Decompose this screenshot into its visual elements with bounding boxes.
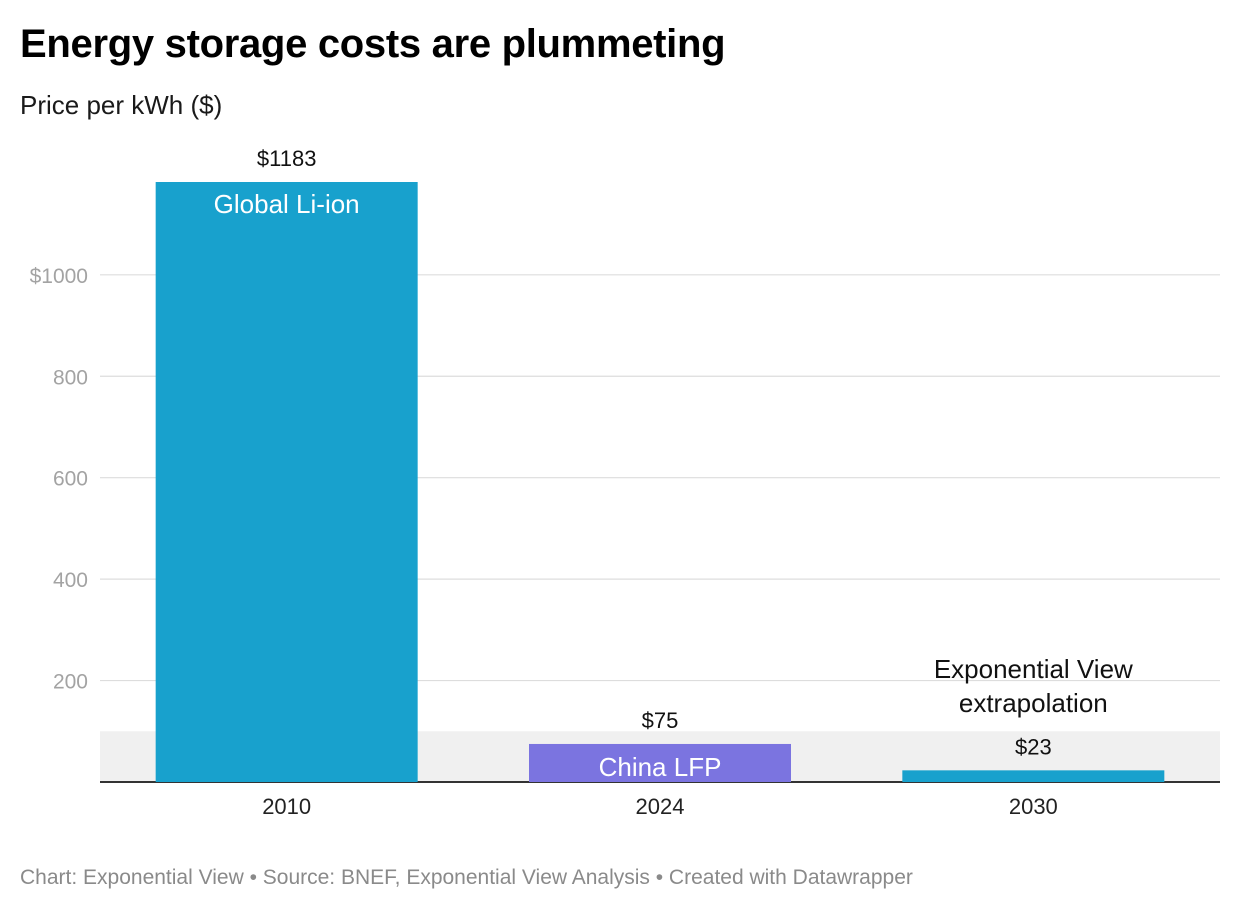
y-tick-label: 800 <box>53 366 88 389</box>
bar-series-label: China LFP <box>599 752 722 782</box>
bar <box>155 182 418 782</box>
bar-series-label: Global Li-ion <box>214 189 360 219</box>
annotation-text: Exponential View <box>934 654 1133 684</box>
bar <box>902 770 1165 782</box>
y-tick-label: 200 <box>53 671 88 694</box>
value-label: $75 <box>642 708 679 733</box>
y-tick-label: $1000 <box>30 265 88 288</box>
value-label: $23 <box>1015 734 1052 759</box>
x-tick-label: 2010 <box>262 794 311 819</box>
annotation-text: extrapolation <box>959 688 1108 718</box>
bars <box>155 182 1165 782</box>
chart-title: Energy storage costs are plummeting <box>20 22 726 66</box>
x-tick-label: 2024 <box>636 794 685 819</box>
y-tick-label: 400 <box>53 569 88 592</box>
chart-subtitle: Price per kWh ($) <box>20 90 223 120</box>
y-tick-label: 600 <box>53 468 88 491</box>
value-label: $1183 <box>257 146 317 171</box>
chart-footer: Chart: Exponential View • Source: BNEF, … <box>20 866 913 889</box>
labels: 200 400 600 800 $1000 $1183 Global Li-ion 2010 $… <box>30 146 1133 819</box>
bar <box>529 743 791 782</box>
x-tick-label: 2030 <box>1009 794 1058 819</box>
